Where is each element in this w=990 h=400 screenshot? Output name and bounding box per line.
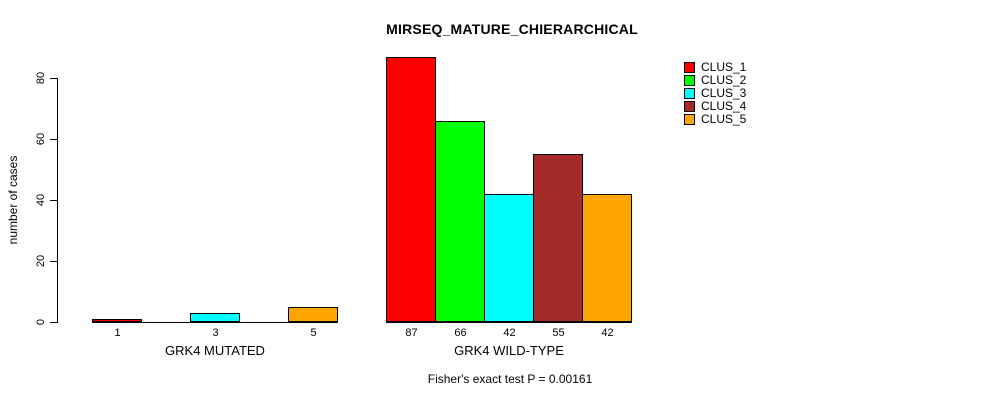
legend-swatch-icon [684, 62, 695, 73]
bar-value-label: 87 [405, 327, 418, 339]
y-axis-tick-label: 40 [35, 193, 47, 207]
legend-swatch-icon [684, 75, 695, 86]
bar-clus_1-mutated [92, 319, 142, 322]
bar-value-label: 66 [454, 327, 467, 339]
fisher-test-annotation: Fisher's exact test P = 0.00161 [427, 372, 593, 386]
legend-label: CLUS_3 [701, 86, 747, 100]
y-axis-label: number of cases [6, 155, 20, 245]
bar-clus_3-mutated [190, 313, 240, 322]
y-axis-line [57, 78, 58, 323]
y-axis-tick [50, 261, 57, 262]
legend-swatch-icon [684, 88, 695, 99]
y-axis-tick-label: 20 [35, 254, 47, 268]
legend-label: CLUS_4 [701, 99, 747, 113]
bar-clus_2-wildtype [435, 121, 485, 322]
bar-clus_1-wildtype [386, 57, 436, 322]
legend-swatch-icon [684, 101, 695, 112]
group-label-mutated: GRK4 MUTATED [165, 343, 265, 358]
legend-label: CLUS_2 [701, 73, 747, 87]
x-axis-baseline [386, 322, 632, 323]
bar-clus_3-wildtype [484, 194, 534, 322]
y-axis-tick [50, 78, 57, 79]
bar-value-label: 5 [310, 327, 317, 339]
bar-value-label: 55 [552, 327, 565, 339]
legend-swatch-icon [684, 114, 695, 125]
y-axis-tick [50, 139, 57, 140]
bar-value-label: 42 [601, 327, 614, 339]
bar-clus_4-wildtype [533, 154, 583, 322]
legend-label: CLUS_1 [701, 60, 747, 74]
y-axis-tick [50, 322, 57, 323]
group-label-wildtype: GRK4 WILD-TYPE [454, 343, 564, 358]
bar-value-label: 42 [503, 327, 516, 339]
bar-value-label: 1 [114, 327, 121, 339]
x-axis-baseline [92, 322, 338, 323]
y-axis-tick-label: 60 [35, 132, 47, 146]
legend-label: CLUS_5 [701, 112, 747, 126]
bar-value-label: 3 [212, 327, 219, 339]
y-axis-tick-label: 80 [35, 71, 47, 85]
chart-title: MIRSEQ_MATURE_CHIERARCHICAL [386, 21, 638, 37]
y-axis-tick [50, 200, 57, 201]
bar-clus_5-mutated [288, 307, 338, 322]
y-axis-tick-label: 0 [35, 318, 47, 326]
bar-clus_5-wildtype [582, 194, 632, 322]
